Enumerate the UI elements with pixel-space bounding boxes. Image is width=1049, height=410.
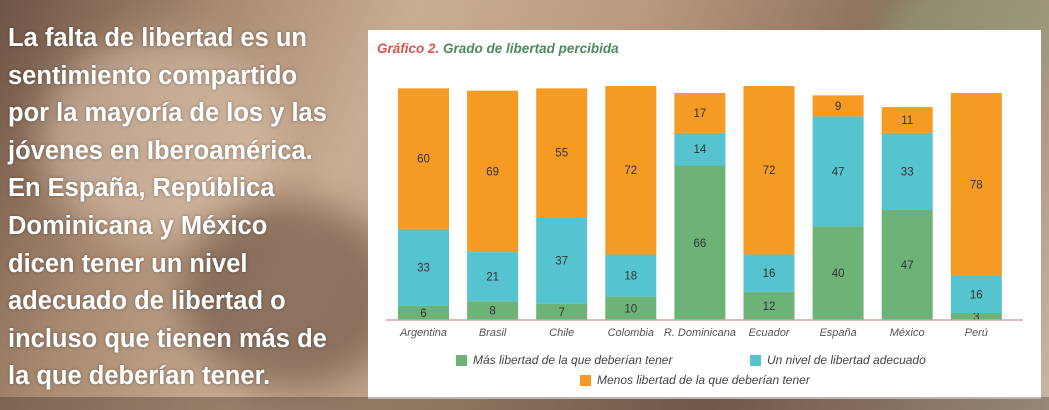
headline-line: adecuado de libertad o (8, 287, 286, 316)
data-label: 3 (973, 311, 979, 323)
bar-segment (467, 252, 519, 302)
data-label: 14 (694, 144, 707, 156)
data-label: 16 (970, 289, 983, 301)
headline-line: jóvenes en Iberoamérica. (8, 136, 313, 165)
x-tick-label: Ecuador (749, 327, 791, 339)
headline-line: La falta de libertad es un (8, 24, 307, 52)
data-label: 40 (832, 268, 845, 280)
bar-segment (536, 217, 588, 304)
bar-segment (605, 86, 657, 255)
data-label: 11 (901, 115, 913, 127)
chart-card: Gráfico 2. Grado de libertad percibida 6… (368, 30, 1041, 399)
bar-segment (950, 275, 1002, 313)
data-label: 60 (417, 154, 430, 166)
bar-segment (881, 132, 933, 211)
data-label: 55 (555, 148, 568, 160)
headline-text: La falta de libertad es un sentimiento co… (8, 20, 358, 396)
bar-segment (674, 93, 726, 133)
x-tick-label: Perú (965, 327, 988, 339)
data-label: 12 (763, 301, 776, 313)
footer-bar (0, 397, 1049, 410)
data-label: 78 (970, 179, 983, 191)
data-label: 33 (417, 262, 430, 274)
x-tick-label: Chile (549, 327, 574, 339)
data-label: 21 (486, 272, 499, 284)
bar-segment (674, 165, 726, 320)
legend-item: Un nivel de libertad adecuado (750, 353, 926, 367)
headline-line: En España, República (8, 174, 275, 203)
background-blob (180, 200, 400, 390)
data-label: 18 (624, 271, 637, 283)
data-label: 47 (901, 260, 914, 272)
data-label: 47 (832, 166, 845, 178)
data-label: 69 (486, 166, 499, 178)
data-label: 16 (763, 268, 776, 280)
bar-segment (950, 312, 1002, 320)
x-tick-label: Colombia (608, 327, 654, 339)
chart-title-number: Gráfico 2. (377, 41, 440, 56)
bar-segment (467, 301, 519, 320)
legend-swatch (750, 354, 761, 366)
headline-line: dicen tener un nivel (8, 249, 248, 278)
x-tick-label: Brasil (479, 327, 507, 339)
data-label: 7 (558, 307, 564, 319)
bar-segment (398, 88, 449, 229)
data-label: 72 (763, 165, 776, 177)
x-tick-label: España (819, 327, 856, 339)
headline-line: sentimiento compartido (8, 61, 298, 90)
data-label: 9 (835, 101, 841, 113)
data-label: 8 (489, 306, 495, 318)
data-label: 10 (624, 303, 637, 315)
headline-line: la que deberían tener. (8, 362, 271, 391)
bar-segment (881, 107, 933, 133)
legend-swatch (580, 374, 591, 386)
bar-chart: 6 33 60 Argentina 8 21 69 Brasil 7 37 55 Chile 10 18 7… (386, 86, 1023, 339)
bar-segment (743, 86, 795, 255)
headline-line: Dominicana y México (8, 211, 268, 240)
chart-title-text: Grado de libertad percibida (443, 41, 619, 56)
data-label: 17 (694, 108, 707, 120)
legend-label: Un nivel de libertad adecuado (767, 353, 926, 367)
data-label: 37 (555, 255, 568, 267)
bar-segment (674, 132, 726, 166)
legend-label: Más libertad de la que deberían tener (473, 353, 673, 367)
x-tick-label: Argentina (399, 327, 447, 339)
background-blob (40, 40, 280, 240)
x-tick-label: R. Dominicana (664, 327, 736, 339)
bar-segment (743, 254, 795, 292)
data-label: 72 (624, 165, 637, 177)
legend-label: Menos libertad de la que deberían tener (597, 373, 810, 387)
bar-segment (950, 93, 1002, 276)
legend-swatch (456, 354, 467, 366)
legend-item: Menos libertad de la que deberían tener (580, 373, 810, 387)
bar-segment (881, 210, 933, 320)
legend-item: Más libertad de la que deberían tener (456, 353, 672, 367)
bar-segment (743, 291, 795, 320)
bar-segment (812, 116, 864, 227)
bar-segment (605, 254, 657, 297)
chart-title: Gráfico 2. Grado de libertad percibida (377, 41, 619, 56)
bar-segment (812, 95, 864, 117)
headline-line: incluso que tienen más de (8, 324, 327, 353)
bar-segment (536, 88, 588, 218)
bar-segment (605, 296, 657, 320)
x-tick-label: México (890, 327, 925, 339)
data-label: 66 (694, 238, 707, 250)
headline-line: por la mayoría de los y las (8, 99, 327, 128)
bar-segment (398, 228, 449, 306)
bar-segment (398, 305, 449, 320)
bar-segment (536, 303, 588, 320)
bar-segment (812, 226, 864, 320)
data-label: 33 (901, 166, 914, 178)
data-label: 6 (420, 308, 426, 320)
bar-segment (467, 90, 519, 253)
